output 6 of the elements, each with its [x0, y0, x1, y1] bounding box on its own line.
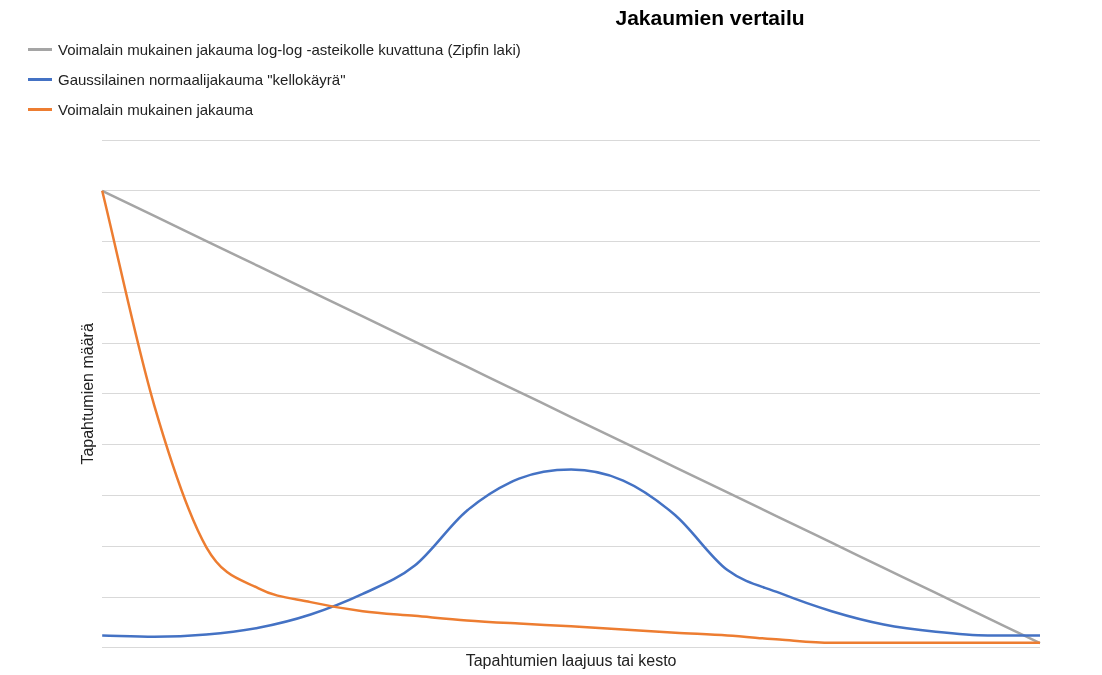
legend-label: Gaussilainen normaalijakauma "kellokäyrä"	[58, 70, 346, 88]
x-axis-title: Tapahtumien laajuus tai kesto	[465, 651, 677, 669]
chart-title: Jakaumien vertailu	[614, 6, 806, 30]
legend-label: Voimalain mukainen jakauma log-log -asteikolle kuvattuna (Zipfin laki)	[58, 40, 521, 58]
legend-label: Voimalain mukainen jakauma	[58, 100, 254, 118]
y-axis-title: Tapahtumien määrä	[79, 323, 97, 465]
